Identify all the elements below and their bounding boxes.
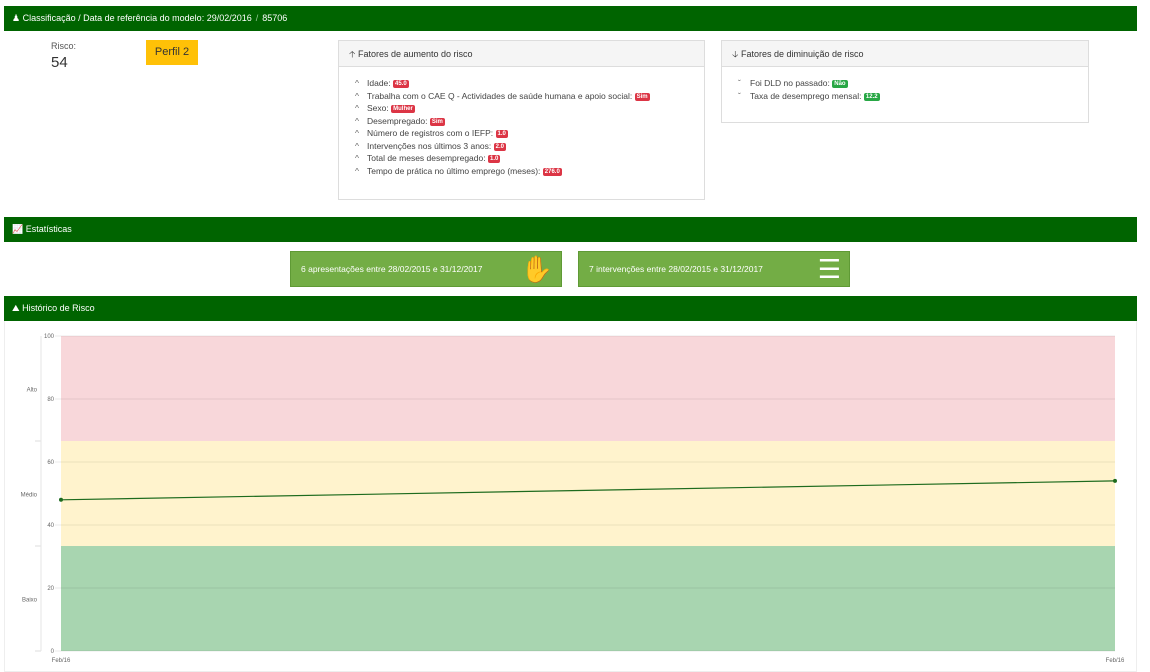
arrow-down-icon: 🡣 bbox=[732, 49, 739, 59]
factor-badge: Não bbox=[832, 80, 848, 88]
chevron-up-icon: ^ bbox=[355, 165, 359, 176]
interventions-text: 7 intervenções entre 28/02/2015 e 31/12/… bbox=[589, 264, 763, 274]
chevron-down-icon: ˇ bbox=[738, 78, 741, 88]
factor-item: ^ Sexo: Mulher bbox=[355, 102, 704, 115]
factor-item: ^ Total de meses desempregado: 1.0 bbox=[355, 152, 704, 165]
factor-badge: 276.0 bbox=[542, 167, 562, 176]
data-point bbox=[59, 497, 63, 502]
header-id: 85706 bbox=[262, 13, 288, 23]
chevron-up-icon: ^ bbox=[355, 90, 359, 101]
chevron-up-icon: ^ bbox=[355, 140, 359, 151]
y-tick-label: 80 bbox=[47, 397, 54, 403]
band-label: Alto bbox=[27, 387, 38, 393]
factor-badge: Mulher bbox=[391, 105, 415, 113]
factor-badge: Sim bbox=[634, 92, 650, 101]
interventions-card[interactable]: 7 intervenções entre 28/02/2015 e 31/12/… bbox=[578, 251, 850, 287]
chevron-up-icon: ^ bbox=[355, 78, 359, 88]
factor-item: ^ Número de registros com o IEFP: 1.0 bbox=[355, 127, 704, 140]
chevron-up-icon: ^ bbox=[355, 103, 359, 113]
factor-label: Intervenções nos últimos 3 anos: bbox=[367, 140, 492, 151]
handshake-icon: ✋ bbox=[520, 254, 553, 284]
band-médio bbox=[61, 440, 1115, 547]
user-icon: ♟ bbox=[12, 13, 21, 23]
stats-title: Estatísticas bbox=[25, 224, 72, 234]
chevron-up-icon: ^ bbox=[355, 128, 359, 138]
panel-title: Fatores de diminuição de risco bbox=[740, 49, 864, 59]
factor-label: Tempo de prática no último emprego (mese… bbox=[367, 165, 541, 176]
arrow-up-icon: 🡡 bbox=[349, 49, 356, 59]
classification-header: ♟ Classificação / Data de referência do … bbox=[4, 6, 1137, 31]
x-tick-label: Feb/16 bbox=[1106, 658, 1125, 664]
header-title: Classificação / Data de referência do mo… bbox=[22, 13, 252, 23]
chevron-up-icon: ^ bbox=[355, 115, 359, 126]
factor-label: Idade: bbox=[367, 78, 391, 88]
factor-badge: 1.0 bbox=[495, 130, 508, 138]
decrease-factors-panel: 🡣 Fatores de diminuição de risco ˇ Foi DL… bbox=[721, 40, 1089, 123]
area-chart-icon: ⛰ bbox=[12, 303, 20, 313]
factor-item: ^ Intervenções nos últimos 3 anos: 2.0 bbox=[355, 140, 704, 153]
increase-factors-panel: 🡡 Fatores de aumento do risco ^ Idade: 45… bbox=[338, 40, 705, 200]
line-chart-icon: 📈 bbox=[12, 224, 24, 234]
risk-label: Risco: bbox=[51, 41, 77, 51]
risk-history-chart: Baixo Médio Alto 0 20 40 60 80 100 Feb/16 Feb/16 bbox=[4, 321, 1137, 672]
factor-badge: 12.2 bbox=[863, 92, 880, 101]
factor-badge: 45.0 bbox=[393, 80, 409, 88]
y-tick-label: 0 bbox=[51, 649, 55, 655]
factor-badge: 1.0 bbox=[487, 155, 501, 163]
data-point bbox=[1113, 478, 1117, 483]
risk-value: 54 bbox=[51, 54, 68, 71]
list-icon: ☰ bbox=[817, 254, 841, 284]
factor-label: Total de meses desempregado: bbox=[367, 153, 486, 163]
factor-item: ^ Desempregado: Sim bbox=[355, 115, 704, 128]
factor-item: ^ Trabalha com o CAE Q - Actividades de s… bbox=[355, 90, 704, 103]
factor-item: ˇ Foi DLD no passado: Não bbox=[738, 77, 1088, 90]
presentations-card[interactable]: 6 apresentações entre 28/02/2015 e 31/12… bbox=[290, 251, 562, 287]
history-title: Histórico de Risco bbox=[22, 303, 95, 313]
band-alto bbox=[61, 336, 1115, 441]
band-label: Médio bbox=[21, 493, 38, 499]
band-label: Baixo bbox=[22, 598, 38, 604]
risk-line bbox=[60, 480, 1116, 501]
profile-badge: Perfil 2 bbox=[146, 40, 198, 65]
band-baixo bbox=[61, 546, 1115, 651]
y-tick-label: 60 bbox=[47, 460, 54, 466]
factor-item: ˇ Taxa de desemprego mensal: 12.2 bbox=[738, 90, 1088, 103]
x-tick-label: Feb/16 bbox=[52, 658, 71, 664]
chevron-down-icon: ˇ bbox=[738, 90, 741, 101]
history-header: ⛰ Histórico de Risco bbox=[4, 296, 1137, 321]
factor-badge: 2.0 bbox=[493, 142, 506, 151]
factor-item: ^ Tempo de prática no último emprego (mes… bbox=[355, 165, 704, 178]
y-tick-label: 20 bbox=[47, 586, 54, 592]
chevron-up-icon: ^ bbox=[355, 153, 359, 163]
y-tick-label: 100 bbox=[44, 334, 55, 340]
panel-title: Fatores de aumento do risco bbox=[357, 49, 473, 59]
factor-badge: Sim bbox=[429, 117, 445, 126]
factor-item: ^ Idade: 45.0 bbox=[355, 77, 704, 90]
statistics-header: 📈 Estatísticas bbox=[4, 217, 1137, 242]
factor-label: Sexo: bbox=[367, 103, 389, 113]
factor-label: Desempregado: bbox=[367, 115, 428, 126]
presentations-text: 6 apresentações entre 28/02/2015 e 31/12… bbox=[301, 264, 483, 274]
factor-label: Número de registros com o IEFP: bbox=[367, 128, 494, 138]
y-tick-label: 40 bbox=[47, 523, 54, 529]
factor-label: Foi DLD no passado: bbox=[750, 78, 830, 88]
factor-label: Taxa de desemprego mensal: bbox=[750, 90, 862, 101]
factor-label: Trabalha com o CAE Q - Actividades de sa… bbox=[367, 90, 633, 101]
